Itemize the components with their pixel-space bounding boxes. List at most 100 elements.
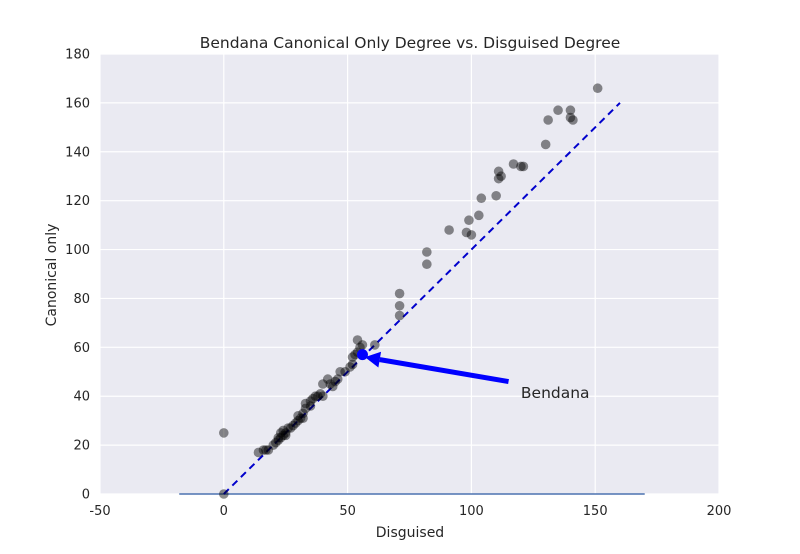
data-point — [261, 445, 271, 455]
data-point — [278, 425, 289, 436]
data-point — [305, 401, 316, 411]
y-axis-label: Canonical only — [44, 224, 60, 327]
data-point — [553, 105, 563, 116]
y-tick-label: 40 — [73, 390, 90, 405]
data-point — [516, 161, 526, 172]
data-point — [332, 374, 343, 384]
data-point — [258, 445, 269, 455]
y-tick-label: 100 — [65, 243, 90, 258]
data-point — [565, 112, 576, 123]
y-tick-label: 140 — [65, 145, 90, 160]
x-tick-label: -50 — [89, 504, 110, 519]
data-point — [280, 430, 291, 441]
data-point — [565, 105, 576, 116]
data-point — [310, 391, 321, 402]
diagonal-group — [223, 102, 621, 495]
data-point — [293, 415, 303, 426]
data-point — [464, 215, 474, 226]
diagonal-reference-line — [223, 102, 621, 495]
y-tick-label: 80 — [73, 292, 90, 307]
data-point — [345, 362, 355, 372]
data-point — [335, 366, 345, 377]
data-point — [352, 335, 363, 345]
data-point — [313, 391, 323, 402]
data-point — [295, 413, 306, 424]
data-point — [476, 193, 487, 204]
data-point — [253, 447, 264, 458]
data-point — [298, 408, 308, 419]
data-point — [219, 428, 229, 438]
data-point — [543, 115, 553, 125]
data-point — [318, 379, 328, 389]
x-axis-label: Disguised — [376, 525, 444, 541]
data-point — [357, 340, 368, 350]
data-point — [290, 418, 301, 428]
data-point — [493, 166, 504, 177]
data-point — [461, 227, 472, 238]
y-tick-label: 120 — [65, 194, 90, 209]
y-tick-label: 0 — [82, 488, 90, 503]
annotation-label: Bendana — [521, 384, 590, 402]
data-point — [278, 430, 289, 441]
data-point — [318, 391, 328, 402]
data-point — [280, 428, 291, 438]
highlight-point — [356, 349, 368, 361]
plot-area — [100, 54, 719, 494]
x-tick-label: 0 — [220, 504, 228, 519]
data-point — [263, 445, 274, 455]
y-tick-label: 60 — [73, 341, 90, 356]
data-point — [305, 396, 316, 406]
highlight-group — [356, 349, 509, 385]
data-point — [322, 374, 333, 384]
data-point — [315, 388, 326, 399]
y-tick-label: 20 — [73, 439, 90, 454]
data-point — [568, 115, 578, 125]
data-point — [308, 393, 318, 404]
annotation-arrow-shaft — [379, 357, 509, 385]
data-point — [394, 310, 405, 321]
y-tick-label: 160 — [65, 96, 90, 111]
data-point — [370, 340, 380, 350]
data-point — [327, 381, 338, 392]
data-point — [300, 398, 311, 409]
data-point — [293, 410, 303, 421]
data-point — [422, 259, 432, 270]
data-point — [275, 428, 286, 438]
data-point — [493, 173, 504, 184]
data-point — [394, 300, 405, 311]
data-point — [325, 379, 336, 389]
y-tick-label: 180 — [65, 48, 90, 63]
data-point — [273, 435, 284, 446]
data-point — [518, 161, 529, 172]
data-point — [283, 423, 293, 433]
data-point — [219, 489, 229, 499]
data-point — [466, 230, 477, 240]
y-tick-labels: 0 20 40 60 80 100 120 140 160 180 — [65, 48, 90, 503]
data-point — [340, 366, 350, 377]
data-point — [270, 437, 281, 448]
data-point — [394, 288, 405, 299]
data-point — [275, 432, 286, 443]
data-point — [273, 432, 284, 443]
data-point — [268, 440, 279, 450]
data-point — [508, 159, 519, 169]
data-point — [298, 413, 308, 424]
x-tick-label: 50 — [339, 504, 356, 519]
data-point — [288, 420, 298, 431]
data-point — [474, 210, 484, 221]
data-points — [219, 83, 603, 499]
data-point — [444, 225, 454, 235]
x-tick-label: 100 — [459, 504, 484, 519]
data-point — [347, 359, 358, 370]
x-tick-labels: -50 0 50 100 150 200 — [89, 504, 731, 519]
grid-lines — [99, 53, 720, 495]
x-tick-label: 200 — [707, 504, 732, 519]
data-point — [491, 190, 501, 201]
data-point — [496, 171, 506, 182]
data-point — [422, 247, 432, 257]
data-point — [540, 139, 551, 150]
chart-title: Bendana Canonical Only Degree vs. Disgui… — [200, 34, 621, 52]
annotation-arrow-head — [364, 351, 382, 368]
